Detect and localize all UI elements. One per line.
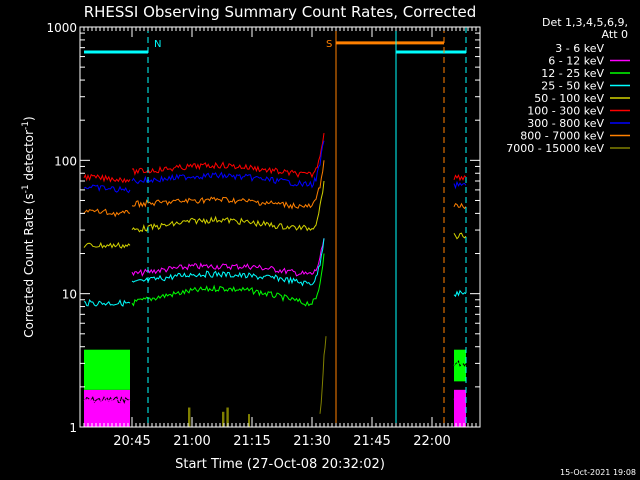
series-line <box>83 298 131 307</box>
series-line <box>83 184 131 194</box>
y-tick-label: 10 <box>62 288 77 302</box>
y-axis-label: Corrected Count Rate (s-1 detector-1) <box>21 116 36 337</box>
series-line <box>83 396 131 404</box>
legend-label: 100 - 300 keV <box>527 105 604 118</box>
flag-label: S <box>326 39 332 50</box>
series-line <box>453 289 467 298</box>
series-line <box>319 336 327 414</box>
legend-header-attenuator: Att 0 <box>602 28 628 41</box>
series-line <box>453 180 467 190</box>
series-line <box>131 140 325 189</box>
legend-label: 3 - 6 keV <box>555 42 604 55</box>
series-line <box>453 232 467 240</box>
x-tick-label: 22:00 <box>413 434 450 449</box>
series-line <box>131 160 325 210</box>
count-band <box>248 414 250 427</box>
legend-label: 300 - 800 keV <box>527 117 604 130</box>
legend-label: 800 - 7000 keV <box>520 130 604 143</box>
count-band <box>454 389 466 427</box>
x-tick-label: 21:15 <box>233 434 270 449</box>
count-band <box>84 349 130 390</box>
series-line <box>83 173 131 184</box>
generated-timestamp: 15-Oct-2021 19:08 <box>560 468 636 477</box>
legend-label: 50 - 100 keV <box>534 92 604 105</box>
flag-label: N <box>154 39 161 50</box>
series-line <box>453 202 467 210</box>
x-tick-label: 21:45 <box>353 434 390 449</box>
series-line <box>131 238 325 287</box>
count-band <box>226 407 229 427</box>
chart-title: RHESSI Observing Summary Count Rates, Co… <box>84 3 477 21</box>
x-tick-label: 21:30 <box>293 434 330 449</box>
count-band <box>222 411 225 427</box>
series-line <box>83 359 131 368</box>
series-line <box>453 360 467 367</box>
x-tick-label: 20:45 <box>113 434 150 449</box>
legend-header-detectors: Det 1,3,4,5,6,9, <box>542 16 628 29</box>
legend-label: 7000 - 15000 keV <box>506 142 604 155</box>
count-band <box>84 389 130 427</box>
x-tick-label: 21:00 <box>173 434 210 449</box>
axes: 1 10 100 1000 20:45 21:00 21:15 21:30 21:45 22:00 <box>46 21 481 449</box>
plot-frame <box>79 26 481 428</box>
series-line <box>83 241 131 249</box>
series-line <box>131 133 325 179</box>
y-tick-label: 1 <box>69 421 77 435</box>
x-axis-label: Start Time (27-Oct-08 20:32:02) <box>175 457 385 472</box>
series-line <box>131 238 325 277</box>
legend-label: 12 - 25 keV <box>541 67 604 80</box>
series-line <box>83 208 131 218</box>
y-tick-label: 100 <box>54 154 77 168</box>
series-line <box>453 360 467 367</box>
series-line <box>453 395 467 402</box>
y-tick-label: 1000 <box>46 21 77 35</box>
series-line <box>131 253 325 307</box>
legend-label: 25 - 50 keV <box>541 80 604 93</box>
series-line <box>453 174 467 182</box>
legend-label: 6 - 12 keV <box>548 55 604 68</box>
series-line <box>131 180 325 233</box>
count-band <box>188 407 191 427</box>
